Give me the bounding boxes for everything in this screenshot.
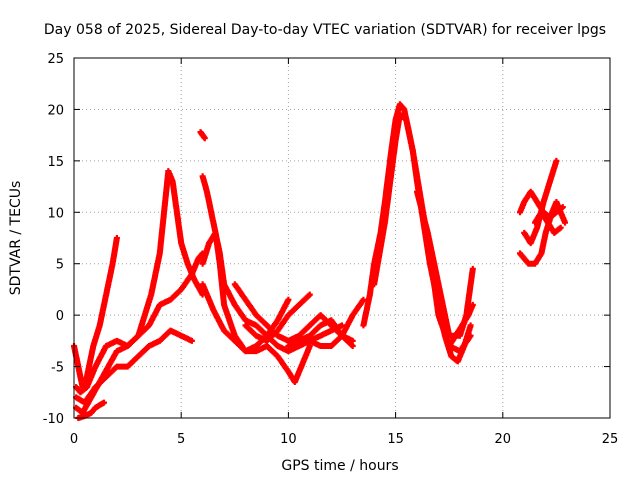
series-track-6 bbox=[197, 129, 208, 142]
chart-title: Day 058 of 2025, Sidereal Day-to-day VTE… bbox=[44, 22, 606, 38]
series-track-21 bbox=[532, 209, 564, 236]
marker-trace bbox=[242, 291, 313, 344]
marker-trace bbox=[73, 327, 195, 406]
series-track-8 bbox=[199, 229, 345, 355]
series-track-12 bbox=[285, 317, 356, 349]
y-tick-labels: -10 -5 0 5 10 15 20 25 bbox=[43, 52, 64, 427]
marker-trace bbox=[199, 281, 313, 385]
marker-trace bbox=[360, 101, 474, 365]
x-tick-label: 10 bbox=[280, 432, 297, 447]
marker-trace bbox=[199, 229, 345, 355]
x-tick-label: 25 bbox=[602, 432, 619, 447]
marker-trace bbox=[532, 209, 564, 236]
marker-trace bbox=[285, 317, 356, 349]
series-track-11 bbox=[242, 291, 313, 344]
series-track-17 bbox=[446, 301, 476, 349]
series-track-14 bbox=[360, 101, 474, 365]
y-tick-label: -10 bbox=[43, 412, 64, 427]
marker-trace bbox=[197, 129, 208, 142]
y-tick-label: 15 bbox=[47, 155, 64, 170]
series-track-13 bbox=[306, 296, 367, 349]
axis-ticks bbox=[73, 57, 611, 419]
plot-frame bbox=[73, 57, 611, 419]
x-tick-label: 5 bbox=[177, 432, 185, 447]
series-track-4 bbox=[73, 327, 195, 406]
y-tick-label: 5 bbox=[56, 258, 64, 273]
y-tick-label: 0 bbox=[56, 309, 64, 324]
x-tick-label: 20 bbox=[495, 432, 512, 447]
x-tick-label: 0 bbox=[70, 432, 78, 447]
series-track-9 bbox=[199, 281, 313, 385]
y-axis-title: SDTVAR / TECUs bbox=[8, 181, 24, 296]
y-tick-label: -5 bbox=[51, 361, 64, 376]
marker-trace bbox=[306, 296, 367, 349]
x-tick-labels: 0 5 10 15 20 25 bbox=[70, 432, 618, 447]
y-tick-label: 20 bbox=[47, 103, 64, 118]
y-tick-label: 10 bbox=[47, 206, 64, 221]
y-tick-label: 25 bbox=[47, 52, 64, 67]
x-axis-title: GPS time / hours bbox=[281, 458, 398, 474]
marker-trace bbox=[446, 301, 476, 349]
data-markers bbox=[71, 101, 568, 421]
x-tick-label: 15 bbox=[387, 432, 404, 447]
